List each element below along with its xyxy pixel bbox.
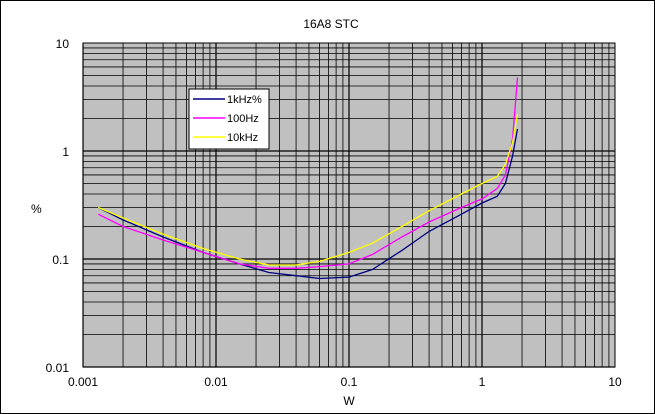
legend-label: 100Hz [227, 113, 259, 125]
x-tick-label: 0.1 [341, 375, 358, 389]
x-tick-label: 0.001 [68, 375, 98, 389]
plot-border [82, 42, 616, 368]
x-tick-label: 0.01 [204, 375, 228, 389]
series-line-10khz [97, 113, 519, 266]
y-axis-label: % [31, 202, 42, 216]
y-tick-label: 10 [56, 37, 70, 51]
y-tick-label: 1 [62, 145, 69, 159]
x-axis-label: W [343, 394, 355, 408]
chart-title: 16A8 STC [303, 17, 359, 31]
legend: 1kHz% 100Hz 10kHz [188, 88, 270, 150]
x-tick-label: 1 [479, 375, 486, 389]
series-layer [97, 77, 519, 280]
y-tick-label: 0.01 [46, 361, 70, 375]
series-line-100hz [97, 77, 519, 269]
legend-label: 1kHz% [227, 94, 262, 106]
y-tick-label: 0.1 [52, 253, 69, 267]
x-tick-label: 10 [608, 375, 622, 389]
legend-label: 10kHz [227, 132, 258, 144]
